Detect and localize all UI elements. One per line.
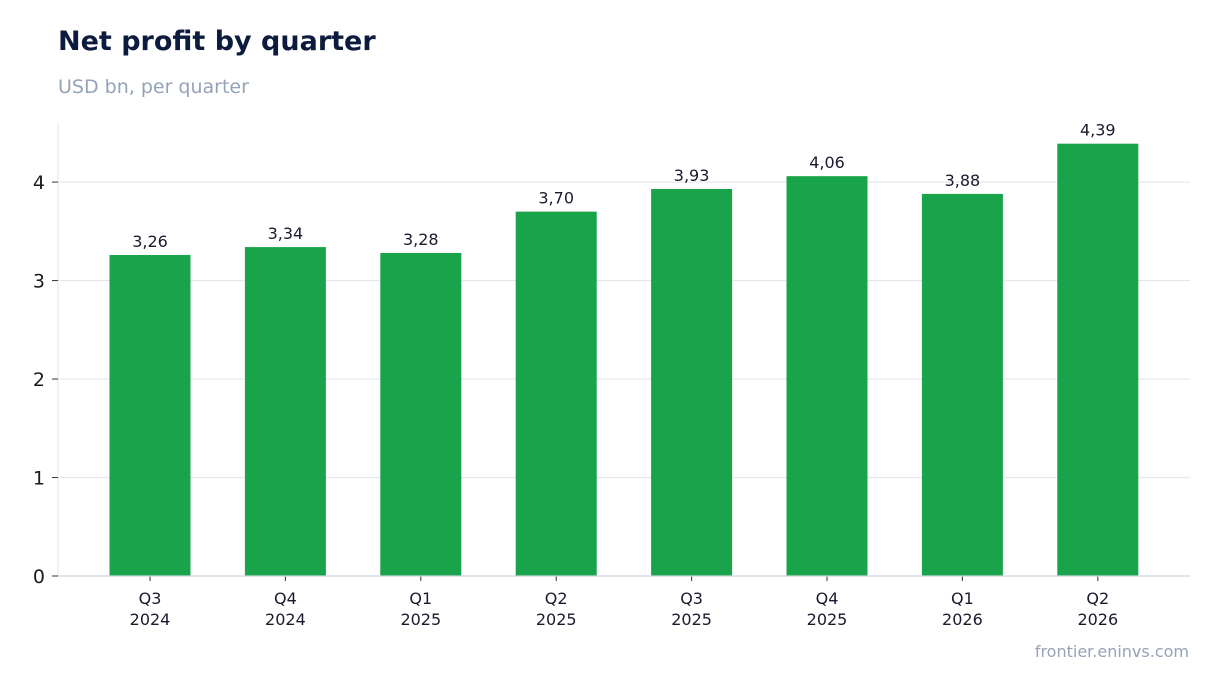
bar	[109, 254, 191, 576]
bar	[921, 193, 1003, 576]
y-tick-label: 0	[33, 566, 45, 588]
x-tick-label-year: 2024	[130, 610, 171, 629]
bar	[380, 252, 462, 576]
bars	[109, 143, 1139, 577]
data-label: 3,34	[268, 224, 304, 243]
y-tick-label: 4	[33, 172, 45, 194]
chart-subtitle: USD bn, per quarter	[58, 76, 249, 98]
x-axis: Q3 2024 Q4 2024 Q1 2025 Q2 2025 Q3 2025 Q4 2025 Q1 20…	[58, 575, 1190, 629]
data-label: 4,39	[1080, 121, 1116, 140]
source-link[interactable]: frontier.eninvs.com	[1034, 642, 1189, 661]
grid-lines	[58, 181, 1190, 479]
x-tick-label-quarter: Q1	[951, 589, 974, 608]
x-tick-label-quarter: Q3	[680, 589, 703, 608]
data-label: 3,93	[674, 166, 710, 185]
data-label: 3,26	[132, 232, 168, 251]
data-label: 3,28	[403, 230, 439, 249]
bar	[515, 211, 597, 576]
data-label: 3,70	[538, 189, 574, 208]
bar	[651, 188, 733, 576]
bar	[1057, 143, 1139, 577]
x-tick-label-quarter: Q1	[409, 589, 432, 608]
x-tick-label-quarter: Q2	[1086, 589, 1109, 608]
x-tick-label-quarter: Q2	[545, 589, 568, 608]
data-labels: 3,26 3,34 3,28 3,70 3,93 4,06 3,88 4,39	[132, 121, 1115, 251]
x-tick-label-year: 2026	[942, 610, 983, 629]
x-tick-label-year: 2025	[536, 610, 577, 629]
y-tick-label: 3	[33, 271, 45, 293]
x-tick-label-year: 2025	[400, 610, 441, 629]
bar	[786, 176, 868, 576]
y-tick-label: 2	[33, 369, 45, 391]
data-label: 4,06	[809, 153, 845, 172]
y-axis: 0 1 2 3 4	[33, 123, 59, 588]
chart-title: Net profit by quarter	[58, 26, 376, 57]
x-tick-label-quarter: Q4	[816, 589, 839, 608]
data-label: 3,88	[945, 171, 981, 190]
y-tick-label: 1	[33, 468, 45, 490]
x-tick-label-year: 2025	[671, 610, 712, 629]
x-tick-label-quarter: Q3	[139, 589, 162, 608]
bar	[244, 247, 326, 576]
x-tick-label-year: 2025	[807, 610, 848, 629]
x-tick-label-quarter: Q4	[274, 589, 297, 608]
x-tick-label-year: 2024	[265, 610, 306, 629]
x-tick-label-year: 2026	[1077, 610, 1118, 629]
